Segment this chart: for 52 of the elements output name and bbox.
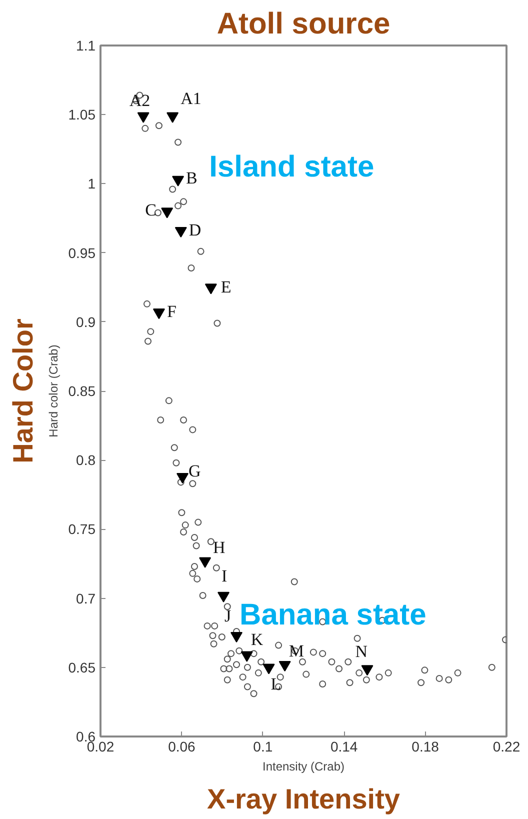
x-tick-label: 0.14 bbox=[330, 738, 358, 754]
x-tick-label: 0.06 bbox=[168, 738, 196, 754]
annotation: E bbox=[220, 277, 232, 296]
annotation: K bbox=[250, 630, 264, 649]
point bbox=[161, 208, 174, 218]
annotation: L bbox=[270, 674, 282, 694]
point bbox=[230, 632, 243, 642]
x-tick-label: 0.1 bbox=[253, 738, 273, 754]
annotation: D bbox=[188, 220, 202, 240]
y-tick-label: 1 bbox=[88, 176, 96, 192]
point bbox=[262, 664, 275, 674]
annotation: J bbox=[224, 606, 232, 626]
annotation: N bbox=[355, 642, 368, 661]
y-axis-title: Hard color (Crab) bbox=[46, 344, 60, 438]
point bbox=[166, 112, 179, 123]
point bbox=[361, 665, 374, 676]
annotation: A2 bbox=[129, 90, 150, 110]
point bbox=[199, 557, 212, 568]
annotation: M bbox=[288, 642, 304, 661]
text: Hard Color bbox=[8, 318, 38, 464]
y-tick-label: 1.1 bbox=[76, 38, 96, 54]
text: X-ray Intensity bbox=[207, 784, 400, 814]
x-tick-label: 0.18 bbox=[412, 738, 440, 754]
annotation: Island state bbox=[209, 150, 374, 184]
annotation: C bbox=[145, 200, 156, 220]
annotation: B bbox=[186, 168, 198, 188]
point bbox=[172, 176, 184, 186]
chart-title: Atoll source bbox=[216, 8, 390, 40]
x-axis-title: Intensity (Crab) bbox=[262, 760, 345, 774]
point bbox=[176, 473, 189, 484]
annotation: F bbox=[166, 302, 176, 322]
y-tick-label: 0.95 bbox=[68, 244, 96, 261]
annotation: A1 bbox=[180, 88, 202, 108]
point bbox=[240, 651, 253, 662]
y-tick-label: 0.75 bbox=[68, 521, 96, 538]
annotation: Banana state bbox=[240, 598, 426, 632]
point bbox=[218, 592, 230, 602]
point bbox=[174, 227, 187, 238]
annotation: I bbox=[222, 566, 228, 586]
y-tick-label: 0.65 bbox=[68, 659, 96, 676]
point bbox=[204, 284, 217, 294]
point bbox=[152, 308, 165, 320]
y-tick-label: 0.7 bbox=[76, 590, 96, 606]
y-tick-label: 0.8 bbox=[76, 452, 96, 468]
y-tick-label: 0.9 bbox=[76, 314, 96, 330]
y-tick-label: 0.85 bbox=[68, 383, 96, 399]
annotation: H bbox=[213, 538, 226, 557]
point bbox=[137, 112, 150, 123]
point bbox=[278, 660, 291, 672]
x-tick-label: 0.22 bbox=[492, 738, 520, 754]
annotation: G bbox=[188, 462, 201, 481]
y-tick-label: 1.05 bbox=[68, 106, 96, 123]
